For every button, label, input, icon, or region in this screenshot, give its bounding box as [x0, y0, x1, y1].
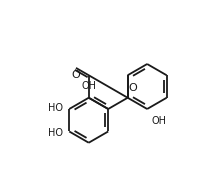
Text: HO: HO — [48, 103, 63, 113]
Text: OH: OH — [151, 116, 167, 126]
Text: O: O — [128, 83, 137, 93]
Text: O: O — [72, 70, 80, 80]
Text: OH: OH — [81, 81, 96, 91]
Text: HO: HO — [48, 128, 63, 138]
